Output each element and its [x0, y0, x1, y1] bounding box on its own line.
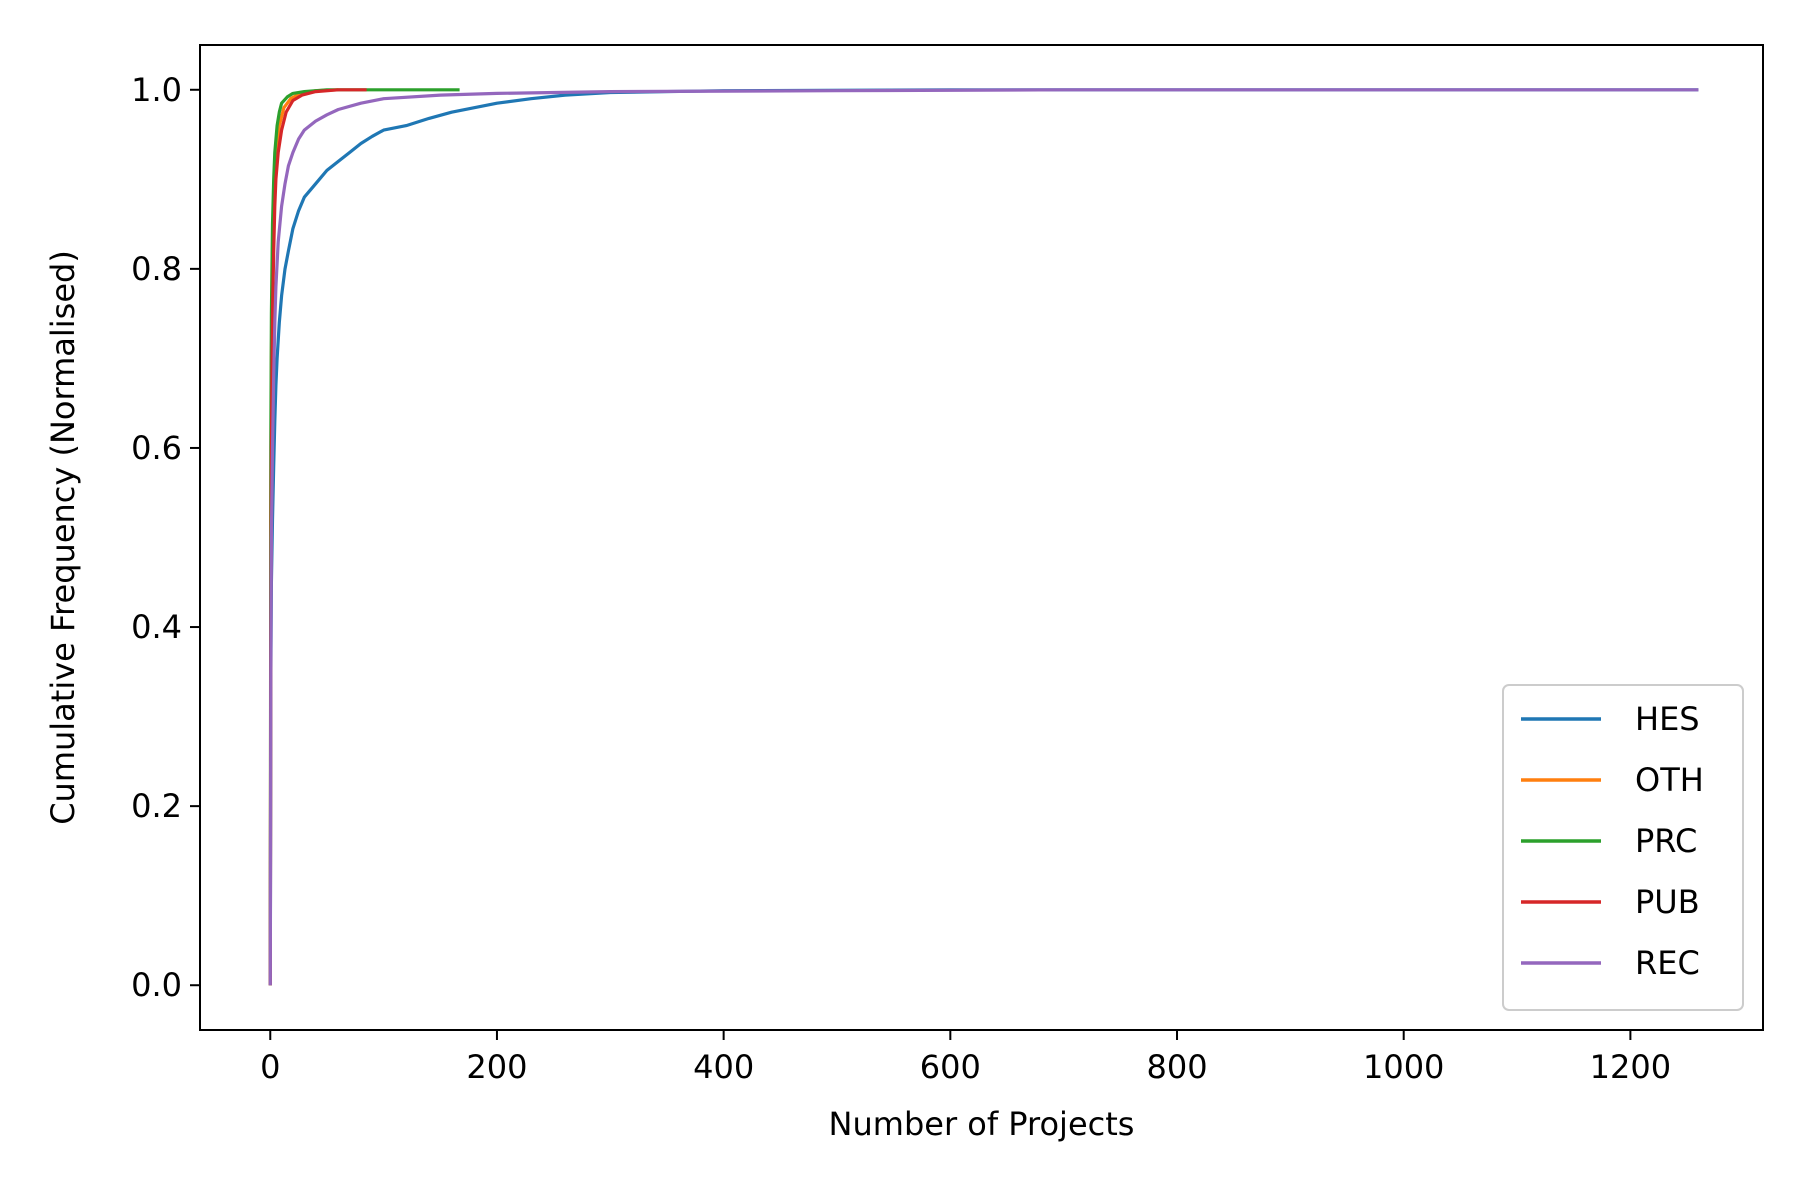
y-tick-label: 0.0 — [131, 966, 182, 1004]
x-tick-label: 0 — [260, 1048, 280, 1086]
series-line-hes — [268, 88, 1699, 986]
y-tick-label: 0.8 — [131, 250, 182, 288]
legend-label-pub: PUB — [1635, 883, 1700, 921]
x-axis: 0 200 400 600 800 1000 1200 — [260, 1030, 1671, 1086]
x-tick-label: 1200 — [1590, 1048, 1671, 1086]
x-tick-label: 400 — [693, 1048, 754, 1086]
y-tick-label: 0.2 — [131, 787, 182, 825]
y-axis: 0.0 0.2 0.4 0.6 0.8 1.0 — [131, 71, 200, 1004]
legend-label-oth: OTH — [1635, 761, 1704, 799]
series-layer — [268, 88, 1699, 986]
y-tick-label: 1.0 — [131, 71, 182, 109]
y-axis-label: Cumulative Frequency (Normalised) — [44, 250, 82, 825]
legend-box — [1502, 684, 1744, 1011]
x-axis-label: Number of Projects — [829, 1105, 1135, 1143]
x-tick-label: 200 — [466, 1048, 527, 1086]
series-line-rec — [268, 88, 1699, 986]
y-tick-label: 0.6 — [131, 429, 182, 467]
legend: HES OTH PRC PUB REC — [1502, 684, 1744, 1011]
legend-label-rec: REC — [1635, 944, 1700, 982]
x-tick-label: 1000 — [1363, 1048, 1444, 1086]
x-tick-label: 600 — [920, 1048, 981, 1086]
legend-label-prc: PRC — [1635, 822, 1697, 860]
y-tick-label: 0.4 — [131, 608, 182, 646]
plot-area-frame — [199, 44, 1764, 1031]
legend-label-hes: HES — [1635, 700, 1700, 738]
x-tick-label: 800 — [1146, 1048, 1207, 1086]
